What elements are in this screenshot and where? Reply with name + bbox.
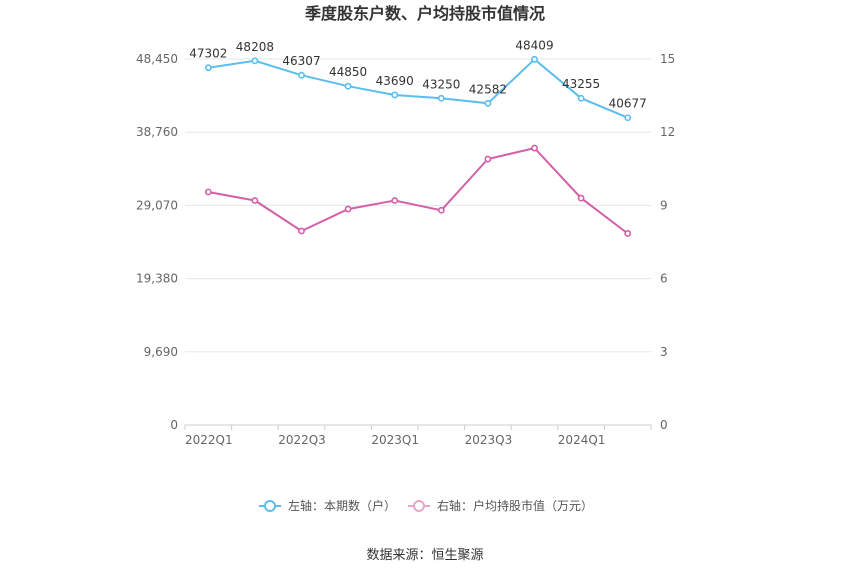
data-point[interactable]	[624, 230, 632, 237]
data-point[interactable]	[531, 55, 538, 63]
source-note: 数据来源：恒生聚源	[366, 548, 483, 563]
right-tick-label: 9	[660, 198, 668, 212]
right-tick-label: 0	[660, 418, 668, 432]
left-tick-label: 9,690	[144, 345, 178, 359]
left-tick-label: 48,450	[136, 52, 178, 66]
legend-label: 左轴：本期数（户）	[288, 498, 396, 513]
right-tick-label: 15	[660, 52, 675, 66]
data-point[interactable]	[437, 94, 445, 102]
x-tick-label: 2022Q1	[185, 433, 233, 447]
data-label: 44850	[329, 65, 367, 79]
data-point[interactable]	[344, 205, 352, 213]
data-label: 40677	[609, 97, 647, 111]
data-point[interactable]	[577, 94, 585, 102]
data-point[interactable]	[437, 206, 445, 214]
left-tick-label: 29,070	[136, 198, 178, 212]
data-point[interactable]	[251, 197, 259, 204]
left-axis: 0 9,690 19,380 29,070 38,760 48,450	[136, 52, 178, 432]
data-label: 48409	[515, 38, 553, 52]
data-label: 48208	[236, 40, 274, 54]
data-point[interactable]	[391, 197, 399, 204]
right-tick-label: 12	[660, 125, 675, 139]
data-point[interactable]	[298, 227, 305, 235]
series-line-1	[208, 57, 629, 119]
left-tick-label: 19,380	[136, 272, 178, 286]
x-tick-label: 2023Q1	[371, 433, 419, 447]
data-point[interactable]	[531, 144, 538, 152]
data-point[interactable]	[204, 188, 212, 196]
data-label: 43690	[376, 74, 414, 88]
legend-item-1[interactable]: 左轴：本期数（户）	[259, 498, 396, 513]
data-label: 46307	[282, 54, 320, 68]
legend-item-2[interactable]: 右轴：户均持股市值（万元）	[408, 498, 593, 513]
chart-title: 季度股东户数、户均持股市值情况	[304, 4, 545, 23]
x-tick-label: 2023Q3	[465, 433, 513, 447]
data-point[interactable]	[391, 91, 399, 99]
data-point[interactable]	[204, 64, 212, 72]
right-tick-label: 3	[660, 345, 668, 359]
x-tick-label: 2024Q1	[558, 433, 606, 447]
data-point[interactable]	[484, 155, 492, 163]
left-tick-label: 0	[170, 418, 178, 432]
series-layer: 47302 48208 46307 44850 43690 43250 42582 48409…	[189, 38, 647, 237]
data-point[interactable]	[484, 99, 492, 107]
legend[interactable]: 左轴：本期数（户） 右轴：户均持股市值（万元）	[259, 498, 593, 513]
data-point[interactable]	[344, 82, 352, 90]
legend-marker	[413, 500, 425, 512]
data-point[interactable]	[577, 194, 585, 202]
left-tick-label: 38,760	[136, 125, 178, 139]
data-point[interactable]	[624, 114, 632, 122]
grid-lines	[185, 58, 651, 426]
right-axis: 0 3 6 9 12 15	[660, 52, 675, 432]
legend-label: 右轴：户均持股市值（万元）	[437, 498, 593, 513]
data-point[interactable]	[251, 57, 259, 65]
series-line-2	[208, 146, 629, 235]
x-tick-label: 2022Q3	[278, 433, 326, 447]
data-label: 47302	[189, 47, 227, 61]
right-tick-label: 6	[660, 272, 668, 286]
data-label: 43255	[562, 77, 600, 91]
data-label: 43250	[422, 77, 460, 91]
data-point[interactable]	[298, 71, 305, 79]
legend-marker	[264, 500, 276, 512]
x-axis: 2022Q1 2022Q3 2023Q1 2023Q3 2024Q1	[184, 425, 652, 447]
data-label: 42582	[469, 82, 507, 96]
